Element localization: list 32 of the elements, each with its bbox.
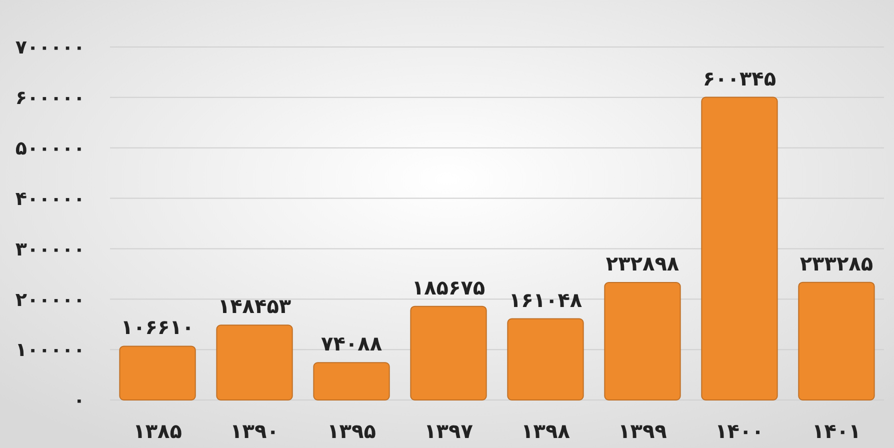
data-label: ۱۶۱۰۴۸ <box>508 288 582 312</box>
x-tick-label: ۱۳۹۵ <box>327 419 376 443</box>
y-tick-label: ۱۰۰۰۰۰ <box>15 339 85 362</box>
data-label: ۲۳۳۲۸۵ <box>800 251 874 276</box>
bar <box>701 96 778 400</box>
y-tick-label: ۳۰۰۰۰۰ <box>15 238 85 260</box>
x-tick-label: ۱۳۹۰ <box>230 419 279 443</box>
data-label: ۱۸۵۶۷۵ <box>412 275 486 300</box>
bar <box>216 324 293 400</box>
y-tick-label: ۷۰۰۰۰۰ <box>15 36 85 59</box>
y-tick-label: ۵۰۰۰۰۰ <box>15 138 85 160</box>
data-label: ۱۰۶۶۱۰ <box>120 315 194 340</box>
x-tick-label: ۱۳۹۸ <box>521 419 570 443</box>
bar <box>410 306 487 400</box>
x-tick-label: ۱۳۹۹ <box>618 419 667 443</box>
data-label: ۶۰۰۳۴۵ <box>702 66 776 90</box>
x-tick-label: ۱۴۰۱ <box>812 419 861 443</box>
x-tick-label: ۱۳۸۵ <box>133 419 182 443</box>
bar <box>119 346 196 400</box>
bar <box>798 282 875 400</box>
data-label: ۷۴۰۸۸ <box>320 332 382 356</box>
x-tick-label: ۱۴۰۰ <box>715 419 764 443</box>
bar <box>604 282 681 400</box>
y-tick-label: ۰ <box>73 390 85 412</box>
y-tick-label: ۲۰۰۰۰۰ <box>15 288 85 311</box>
bar <box>507 318 584 400</box>
data-label: ۱۴۸۴۵۳ <box>218 294 292 318</box>
y-tick-label: ۶۰۰۰۰۰ <box>15 87 85 110</box>
bar <box>313 362 390 400</box>
y-tick-label: ۴۰۰۰۰۰ <box>15 188 85 210</box>
data-label: ۲۳۲۸۹۸ <box>606 252 680 276</box>
x-tick-label: ۱۳۹۷ <box>424 419 473 443</box>
